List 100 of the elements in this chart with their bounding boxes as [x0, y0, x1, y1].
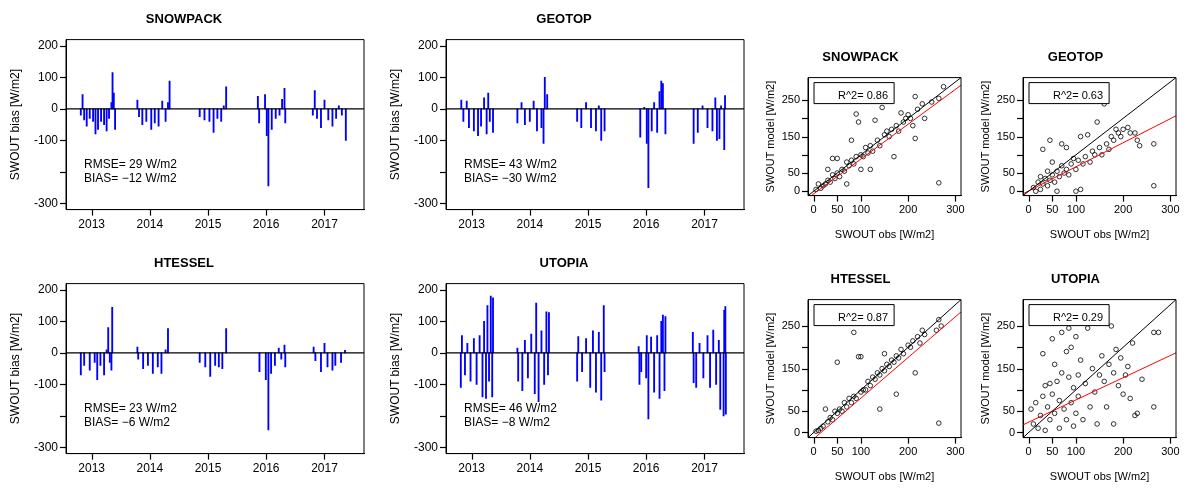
y-tick-label: -300 — [33, 195, 59, 210]
y-tick-label: 100 — [37, 69, 59, 84]
chart-title: UTOPIA — [539, 255, 590, 271]
y-tick-label: 50 — [1002, 404, 1015, 417]
x-tick-label: 2016 — [632, 461, 660, 476]
y-tick-label: 100 — [417, 313, 439, 328]
chart-title: SNOWPACK — [145, 11, 223, 27]
x-tick-label: 50 — [1046, 445, 1059, 458]
y-tick-label: 50 — [787, 166, 800, 179]
x-tick-label: 0 — [810, 445, 817, 458]
y-axis-title: SWOUT model [W/m2] — [763, 80, 776, 193]
y-tick-label: 250 — [996, 93, 1015, 106]
y-tick-label: 250 — [996, 319, 1015, 332]
y-tick-label: 0 — [51, 345, 59, 360]
chart-title: HTESSEL — [154, 255, 215, 271]
y-tick-label: 0 — [1008, 184, 1015, 197]
x-axis-title: SWOUT obs [W/m2] — [834, 470, 935, 483]
x-tick-label: 300 — [1161, 203, 1180, 216]
x-tick-label: 2014 — [136, 217, 164, 232]
x-tick-label: 50 — [1046, 203, 1059, 216]
x-tick-label: 0 — [1025, 203, 1032, 216]
y-axis-title: SWOUT model [W/m2] — [763, 312, 776, 425]
annotation: R^2= 0.63 — [1052, 88, 1104, 101]
x-tick-label: 2017 — [691, 217, 719, 232]
y-tick-label: 100 — [37, 313, 59, 328]
x-tick-label: 50 — [831, 203, 844, 216]
x-tick-label: 300 — [946, 445, 965, 458]
y-axis-title: SWOUT bias [W/m2] — [387, 313, 402, 425]
x-tick-label: 2014 — [136, 461, 164, 476]
y-tick-label: 150 — [781, 129, 800, 142]
x-tick-label: 0 — [810, 203, 817, 216]
x-tick-label: 2015 — [194, 217, 222, 232]
y-tick-label: -100 — [33, 376, 59, 391]
annotation: BIAS= −30 W/m2 — [464, 170, 558, 185]
annotation: R^2= 0.87 — [837, 310, 889, 323]
annotation: RMSE= 46 W/m2 — [464, 400, 558, 415]
annotation: R^2= 0.86 — [837, 88, 889, 101]
y-tick-label: -300 — [33, 439, 59, 454]
y-tick-label: 150 — [996, 129, 1015, 142]
annotation: RMSE= 23 W/m2 — [84, 400, 178, 415]
y-tick-label: 100 — [417, 69, 439, 84]
x-tick-label: 200 — [1113, 203, 1133, 216]
x-axis-title: SWOUT obs [W/m2] — [1049, 228, 1150, 241]
y-tick-label: -100 — [413, 376, 439, 391]
x-axis-title: SWOUT obs [W/m2] — [834, 228, 935, 241]
x-tick-label: 2017 — [311, 461, 339, 476]
y-tick-label: 0 — [793, 425, 800, 438]
y-axis-title: SWOUT model [W/m2] — [978, 80, 991, 193]
x-tick-label: 2016 — [632, 217, 660, 232]
x-tick-label: 2015 — [574, 461, 602, 476]
chart-title: UTOPIA — [1051, 271, 1101, 287]
x-tick-label: 50 — [831, 445, 844, 458]
y-tick-label: 0 — [431, 101, 439, 116]
y-axis-title: SWOUT model [W/m2] — [978, 312, 991, 425]
x-tick-label: 2015 — [574, 217, 602, 232]
x-tick-label: 2013 — [78, 461, 106, 476]
x-tick-label: 2015 — [194, 461, 222, 476]
x-tick-label: 200 — [1113, 445, 1133, 458]
x-tick-label: 100 — [1066, 203, 1086, 216]
chart-title: GEOTOP — [1047, 49, 1104, 65]
x-tick-label: 0 — [1025, 445, 1032, 458]
x-tick-label: 2017 — [311, 217, 339, 232]
x-tick-label: 300 — [1161, 445, 1180, 458]
x-tick-label: 2014 — [516, 217, 544, 232]
x-tick-label: 2014 — [516, 461, 544, 476]
y-tick-label: 0 — [51, 101, 59, 116]
y-axis-title: SWOUT bias [W/m2] — [7, 313, 22, 425]
y-tick-label: 50 — [1002, 166, 1015, 179]
x-tick-label: 2017 — [691, 461, 719, 476]
y-tick-label: -100 — [33, 132, 59, 147]
x-tick-label: 100 — [851, 203, 871, 216]
x-tick-label: 2016 — [252, 461, 280, 476]
x-tick-label: 200 — [898, 203, 918, 216]
y-tick-label: 200 — [37, 38, 59, 53]
annotation: RMSE= 43 W/m2 — [464, 156, 558, 171]
y-axis-title: SWOUT bias [W/m2] — [387, 69, 402, 181]
y-tick-label: 250 — [781, 319, 800, 332]
x-tick-label: 2013 — [458, 217, 486, 232]
annotation: R^2= 0.29 — [1052, 310, 1104, 323]
y-tick-label: 200 — [417, 282, 439, 297]
x-tick-label: 2013 — [458, 461, 486, 476]
y-tick-label: 0 — [793, 184, 800, 197]
y-tick-label: 200 — [417, 38, 439, 53]
y-tick-label: 250 — [781, 93, 800, 106]
chart-title: GEOTOP — [536, 11, 593, 27]
chart-title: HTESSEL — [830, 271, 891, 287]
y-tick-label: 0 — [431, 345, 439, 360]
annotation: BIAS= −12 W/m2 — [84, 170, 178, 185]
y-tick-label: 200 — [37, 282, 59, 297]
annotation: BIAS= −8 W/m2 — [464, 414, 551, 429]
y-tick-label: -100 — [413, 132, 439, 147]
y-tick-label: 50 — [787, 404, 800, 417]
x-tick-label: 100 — [851, 445, 871, 458]
x-axis-title: SWOUT obs [W/m2] — [1049, 470, 1150, 483]
x-tick-label: 2016 — [252, 217, 280, 232]
y-axis-title: SWOUT bias [W/m2] — [7, 69, 22, 181]
annotation: RMSE= 29 W/m2 — [84, 156, 178, 171]
y-tick-label: 0 — [1008, 425, 1015, 438]
y-tick-label: -300 — [413, 439, 439, 454]
x-tick-label: 100 — [1066, 445, 1086, 458]
